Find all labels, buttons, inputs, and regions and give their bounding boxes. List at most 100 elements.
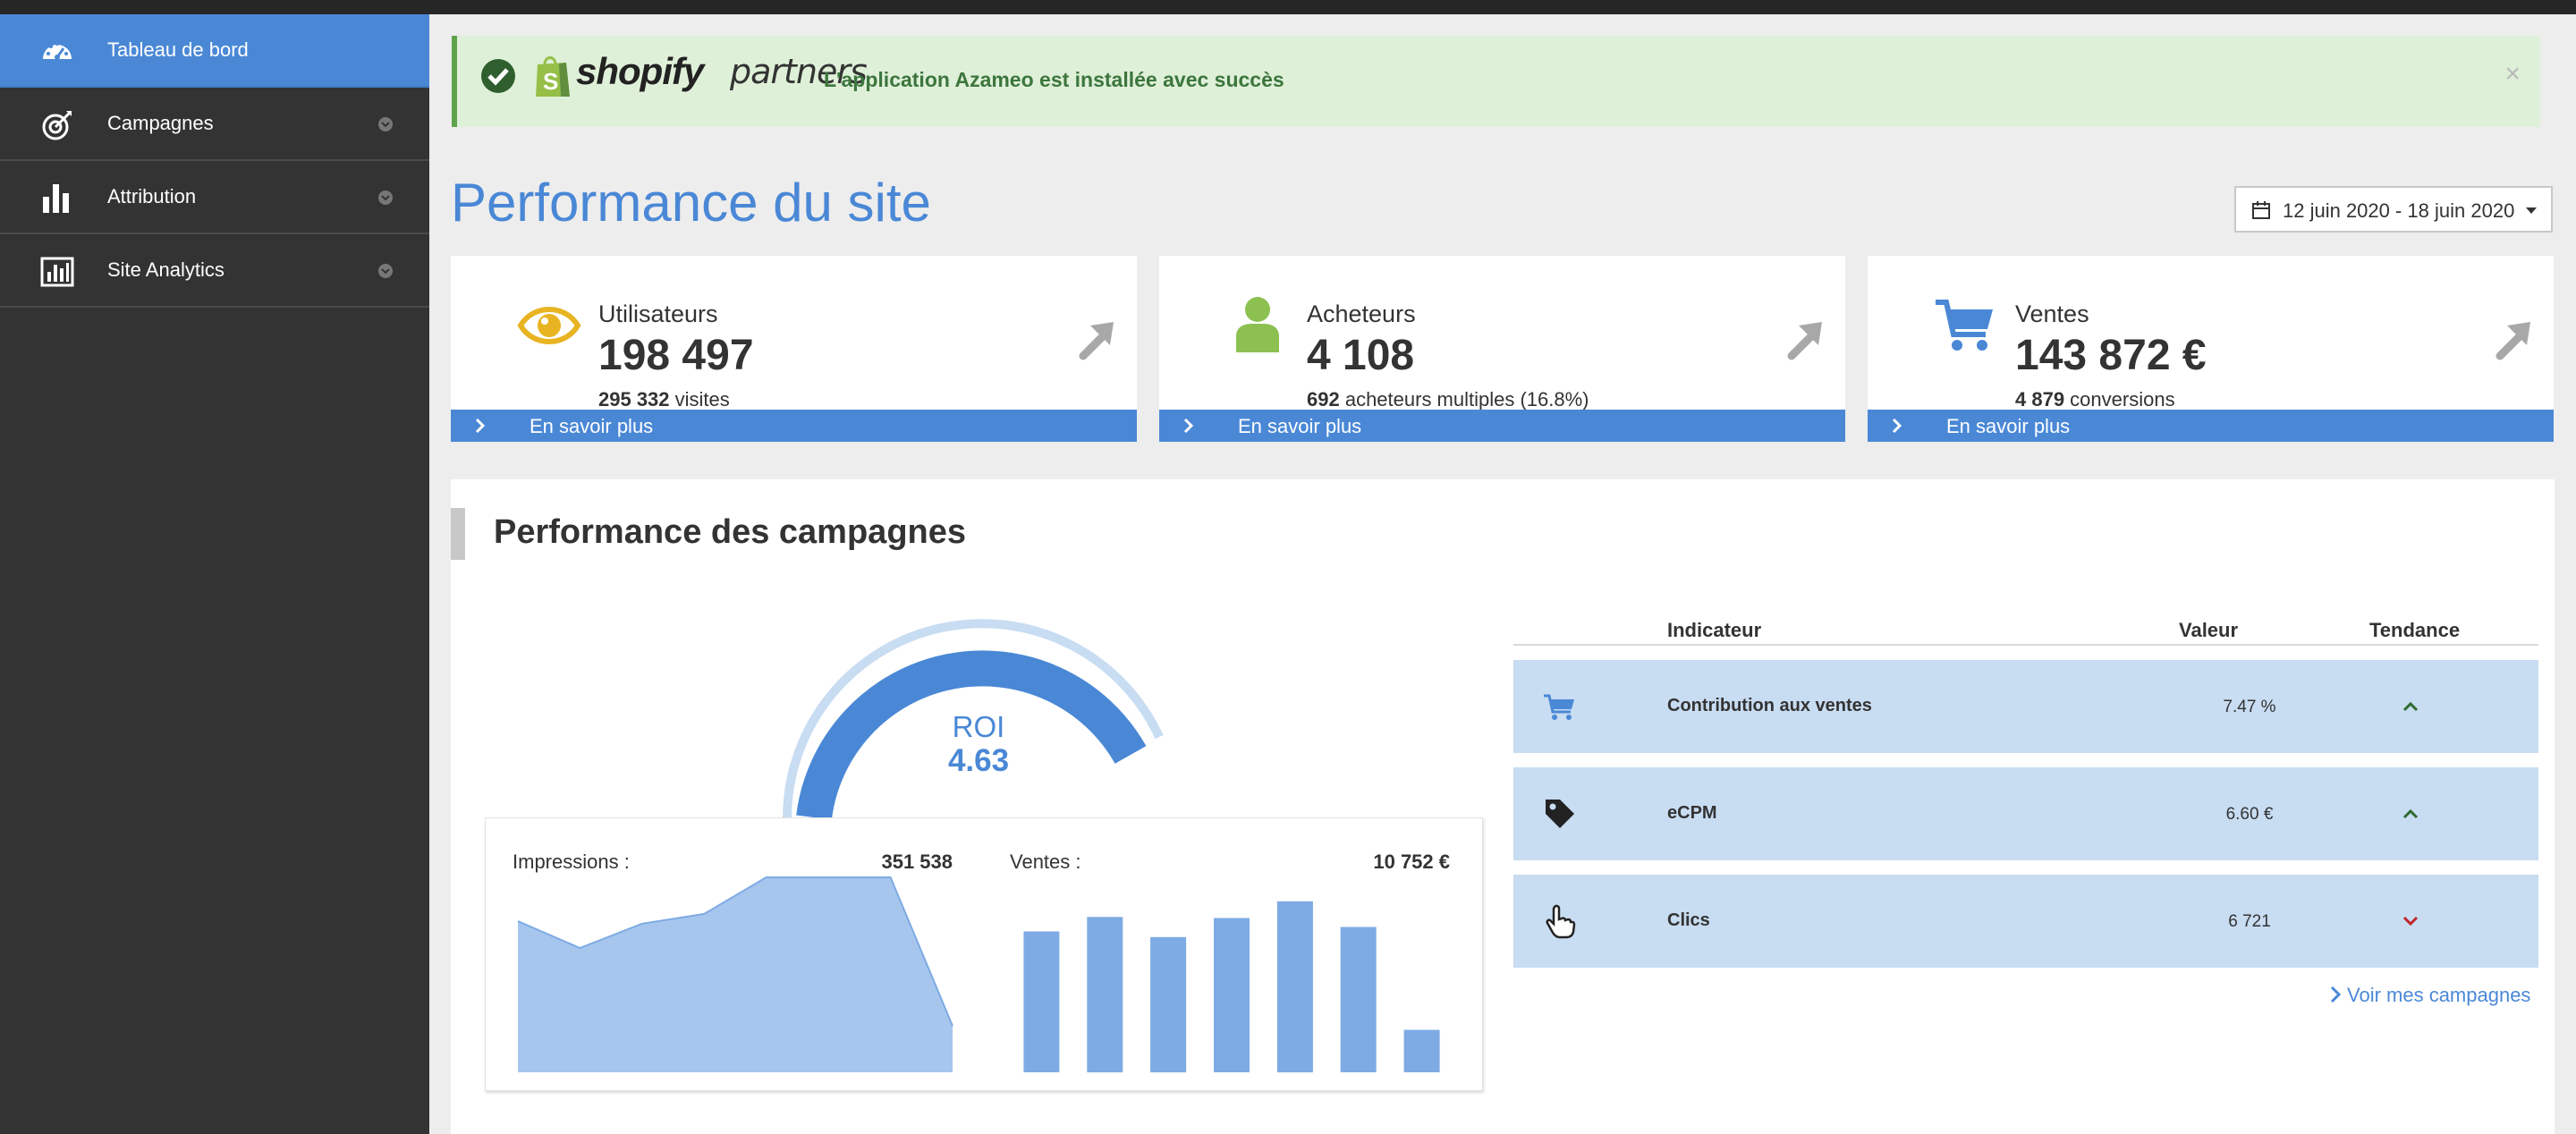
kpi-card-ventes: Ventes 143 872 € 4 879 conversions En sa… <box>1868 256 2554 442</box>
sidebar-item-site-analytics[interactable]: Site Analytics <box>0 234 429 308</box>
svg-text:S: S <box>543 68 558 95</box>
sidebar-item-attribution[interactable]: Attribution <box>0 161 429 234</box>
kpi-label: Acheteurs <box>1307 300 1416 327</box>
sidebar-item-label: Attribution <box>107 185 197 207</box>
kpi-more-label: En savoir plus <box>1946 415 2071 437</box>
kpi-sub-value: 4 879 <box>2015 388 2065 410</box>
target-icon <box>42 111 72 140</box>
chevron-down-icon <box>378 264 393 278</box>
gauge-value-arc <box>796 650 1147 820</box>
kpi-value: 4 108 <box>1307 332 1415 379</box>
dashboard-icon <box>43 42 72 60</box>
kpi-more-label: En savoir plus <box>530 415 654 437</box>
cart-icon <box>1936 300 1993 351</box>
chevron-right-icon <box>2330 986 2342 1003</box>
trend-up-icon <box>2402 808 2419 819</box>
indicator-value: 7.47 % <box>2223 698 2276 716</box>
impressions-area-chart <box>517 876 953 1072</box>
kpi-sub-label: acheteurs multiples (16.8%) <box>1339 388 1589 410</box>
kpi-more-label: En savoir plus <box>1238 415 1362 437</box>
sidebar: Tableau de bord Campagnes Attribution Si… <box>0 14 429 1134</box>
kpi-card-acheteurs: Acheteurs 4 108 692 acheteurs multiples … <box>1159 256 1845 442</box>
trend-arrow-icon <box>1787 322 1822 360</box>
ventes-bar <box>1023 931 1060 1072</box>
kpi-sub-value: 295 332 <box>598 388 670 410</box>
kpi-subtext: 295 332 visites <box>598 388 730 411</box>
indicator-name: Clics <box>1667 910 1710 930</box>
trend-arrow-icon <box>1079 322 1114 360</box>
indicator-value: 6.60 € <box>2225 805 2274 824</box>
trend-down-icon <box>2402 916 2419 927</box>
indicator-name: eCPM <box>1667 803 1717 823</box>
date-range-value: 12 juin 2020 - 18 juin 2020 <box>2283 199 2515 222</box>
ventes-chart: Ventes : 10 752 € <box>983 818 1480 1090</box>
kpi-more-link[interactable]: En savoir plus <box>1868 410 2554 442</box>
sidebar-item-label: Site Analytics <box>107 258 225 281</box>
chevron-right-icon <box>475 418 486 434</box>
impressions-chart: Impressions : 351 538 <box>486 818 983 1090</box>
kpi-label: Ventes <box>2015 300 2089 327</box>
ventes-bar <box>1340 927 1377 1072</box>
kpi-more-link[interactable]: En savoir plus <box>451 410 1137 442</box>
sidebar-item-label: Campagnes <box>107 112 214 134</box>
main-content: S shopify partners L'application Azameo … <box>429 14 2576 1134</box>
kpi-sub-label: conversions <box>2064 388 2175 410</box>
trend-up-icon <box>2402 701 2419 712</box>
analytics-icon <box>40 257 74 287</box>
table-header: Indicateur Valeur Tendance <box>1513 614 2538 646</box>
ventes-bar <box>1150 936 1187 1073</box>
kpi-subtext: 4 879 conversions <box>2015 388 2175 411</box>
gauge-outer-ring <box>783 619 1164 818</box>
chart-total: 351 538 <box>881 850 953 873</box>
calendar-icon <box>2252 201 2270 219</box>
impressions-line <box>517 876 953 1027</box>
bar-chart-icon <box>43 184 69 213</box>
panel-accent-bar <box>451 508 465 560</box>
user-icon <box>1236 297 1279 352</box>
kpi-card-utilisateurs: Utilisateurs 198 497 295 332 visites En … <box>451 256 1137 442</box>
sidebar-item-tableau-de-bord[interactable]: Tableau de bord <box>0 14 429 88</box>
kpi-more-link[interactable]: En savoir plus <box>1159 410 1845 442</box>
column-header-value: Valeur <box>2179 619 2239 641</box>
chevron-down-icon <box>378 190 393 205</box>
caret-down-icon <box>2526 207 2537 214</box>
indicator-value: 6 721 <box>2228 912 2271 931</box>
ventes-bar <box>1403 1029 1440 1072</box>
check-circle-icon <box>481 59 515 93</box>
chevron-down-icon <box>378 117 393 131</box>
table-row: Contribution aux ventes 7.47 % <box>1513 660 2538 753</box>
roi-label: ROI <box>953 710 1005 743</box>
page-title: Performance du site <box>451 173 931 233</box>
voir-campagnes-label: Voir mes campagnes <box>2347 984 2531 1006</box>
top-bar <box>0 0 2576 14</box>
kpi-subtext: 692 acheteurs multiples (16.8%) <box>1307 388 1589 411</box>
partners-logo-text: partners <box>730 52 868 91</box>
kpi-value: 143 872 € <box>2015 332 2207 379</box>
indicators-table: Indicateur Valeur Tendance Contribution … <box>1513 614 2538 968</box>
ventes-bar <box>1087 917 1123 1073</box>
table-row: eCPM 6.60 € <box>1513 767 2538 860</box>
sidebar-item-campagnes[interactable]: Campagnes <box>0 88 429 161</box>
ventes-bar <box>1214 918 1250 1072</box>
mini-charts-box: Impressions : 351 538 Ventes : 10 752 € <box>485 817 1483 1091</box>
indicator-name: Contribution aux ventes <box>1667 696 1872 715</box>
date-range-picker[interactable]: 12 juin 2020 - 18 juin 2020 <box>2234 186 2553 233</box>
shopify-logo-text: shopify <box>576 50 704 92</box>
chevron-right-icon <box>1892 418 1902 434</box>
campaigns-panel: Performance des campagnes ROI 4.63 Impre… <box>451 479 2555 1134</box>
kpi-sub-value: 692 <box>1307 388 1340 410</box>
chart-total: 10 752 € <box>1373 850 1450 873</box>
shopify-bag-icon: S <box>536 56 570 97</box>
chart-label: Ventes : <box>1010 850 1081 873</box>
roi-value: 4.63 <box>948 743 1009 778</box>
roi-gauge: ROI 4.63 <box>783 619 1164 820</box>
impressions-area <box>518 877 953 1072</box>
chevron-right-icon <box>1183 418 1194 434</box>
tag-icon <box>1546 800 1574 828</box>
ventes-bar <box>1276 901 1313 1073</box>
table-row: Clics 6 721 <box>1513 875 2538 968</box>
voir-campagnes-link[interactable]: Voir mes campagnes <box>2329 984 2530 1007</box>
cart-icon <box>1544 694 1574 720</box>
kpi-label: Utilisateurs <box>598 300 718 327</box>
close-icon[interactable]: × <box>2504 59 2521 89</box>
